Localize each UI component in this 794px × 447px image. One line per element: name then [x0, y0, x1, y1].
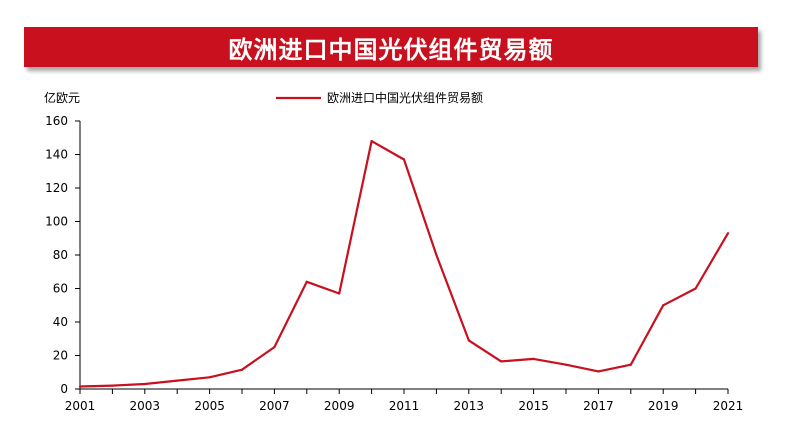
- x-tick-label: 2021: [713, 399, 744, 413]
- data-point: [111, 384, 114, 387]
- x-tick-label: 2003: [130, 399, 161, 413]
- axes: [75, 120, 729, 394]
- x-tick-label: 2001: [65, 399, 96, 413]
- title-banner: 欧洲进口中国光伏组件贸易额: [24, 27, 758, 67]
- data-point: [176, 379, 179, 382]
- y-tick-label: 40: [53, 315, 68, 329]
- data-point: [305, 280, 308, 283]
- y-tick-label: 0: [60, 382, 68, 396]
- series-line: [79, 140, 729, 388]
- y-axis-unit-label: 亿欧元: [44, 90, 80, 105]
- x-tick-label: 2019: [648, 399, 679, 413]
- data-point: [402, 158, 406, 161]
- data-point: [532, 357, 535, 360]
- x-tick-label: 2011: [389, 399, 420, 413]
- data-point: [500, 360, 503, 363]
- tick-labels: 0 20 40 60 80 100 120 140 160 2001 2003 2005 2007 200…: [45, 114, 743, 413]
- data-point: [338, 292, 341, 295]
- data-point: [726, 232, 730, 235]
- data-point: [435, 253, 438, 257]
- y-tick-label: 120: [45, 181, 68, 195]
- y-tick-label: 60: [53, 282, 68, 296]
- data-point: [208, 376, 211, 379]
- data-point: [629, 363, 632, 366]
- chart-title: 欧洲进口中国光伏组件贸易额: [228, 35, 554, 64]
- x-tick-label: 2013: [454, 399, 485, 413]
- data-point: [694, 287, 697, 290]
- x-tick-label: 2015: [518, 399, 549, 413]
- data-point: [597, 370, 600, 373]
- data-point: [370, 140, 373, 143]
- data-point: [662, 304, 665, 307]
- y-tick-label: 100: [45, 215, 68, 229]
- legend: 欧洲进口中国光伏组件贸易额: [276, 90, 483, 105]
- data-point: [78, 385, 82, 388]
- legend-label: 欧洲进口中国光伏组件贸易额: [327, 90, 483, 105]
- series-group: [78, 140, 730, 388]
- data-point: [143, 382, 146, 386]
- x-tick-label: 2005: [194, 399, 225, 413]
- y-tick-label: 80: [53, 248, 68, 262]
- data-point: [564, 363, 568, 366]
- data-point: [467, 339, 470, 342]
- x-tick-label: 2009: [324, 399, 355, 413]
- y-tick-label: 20: [53, 349, 68, 363]
- data-point: [240, 368, 244, 371]
- data-point: [273, 346, 276, 349]
- y-tick-label: 140: [45, 148, 68, 162]
- x-tick-label: 2017: [583, 399, 614, 413]
- y-tick-label: 160: [45, 114, 68, 128]
- x-tick-label: 2007: [259, 399, 290, 413]
